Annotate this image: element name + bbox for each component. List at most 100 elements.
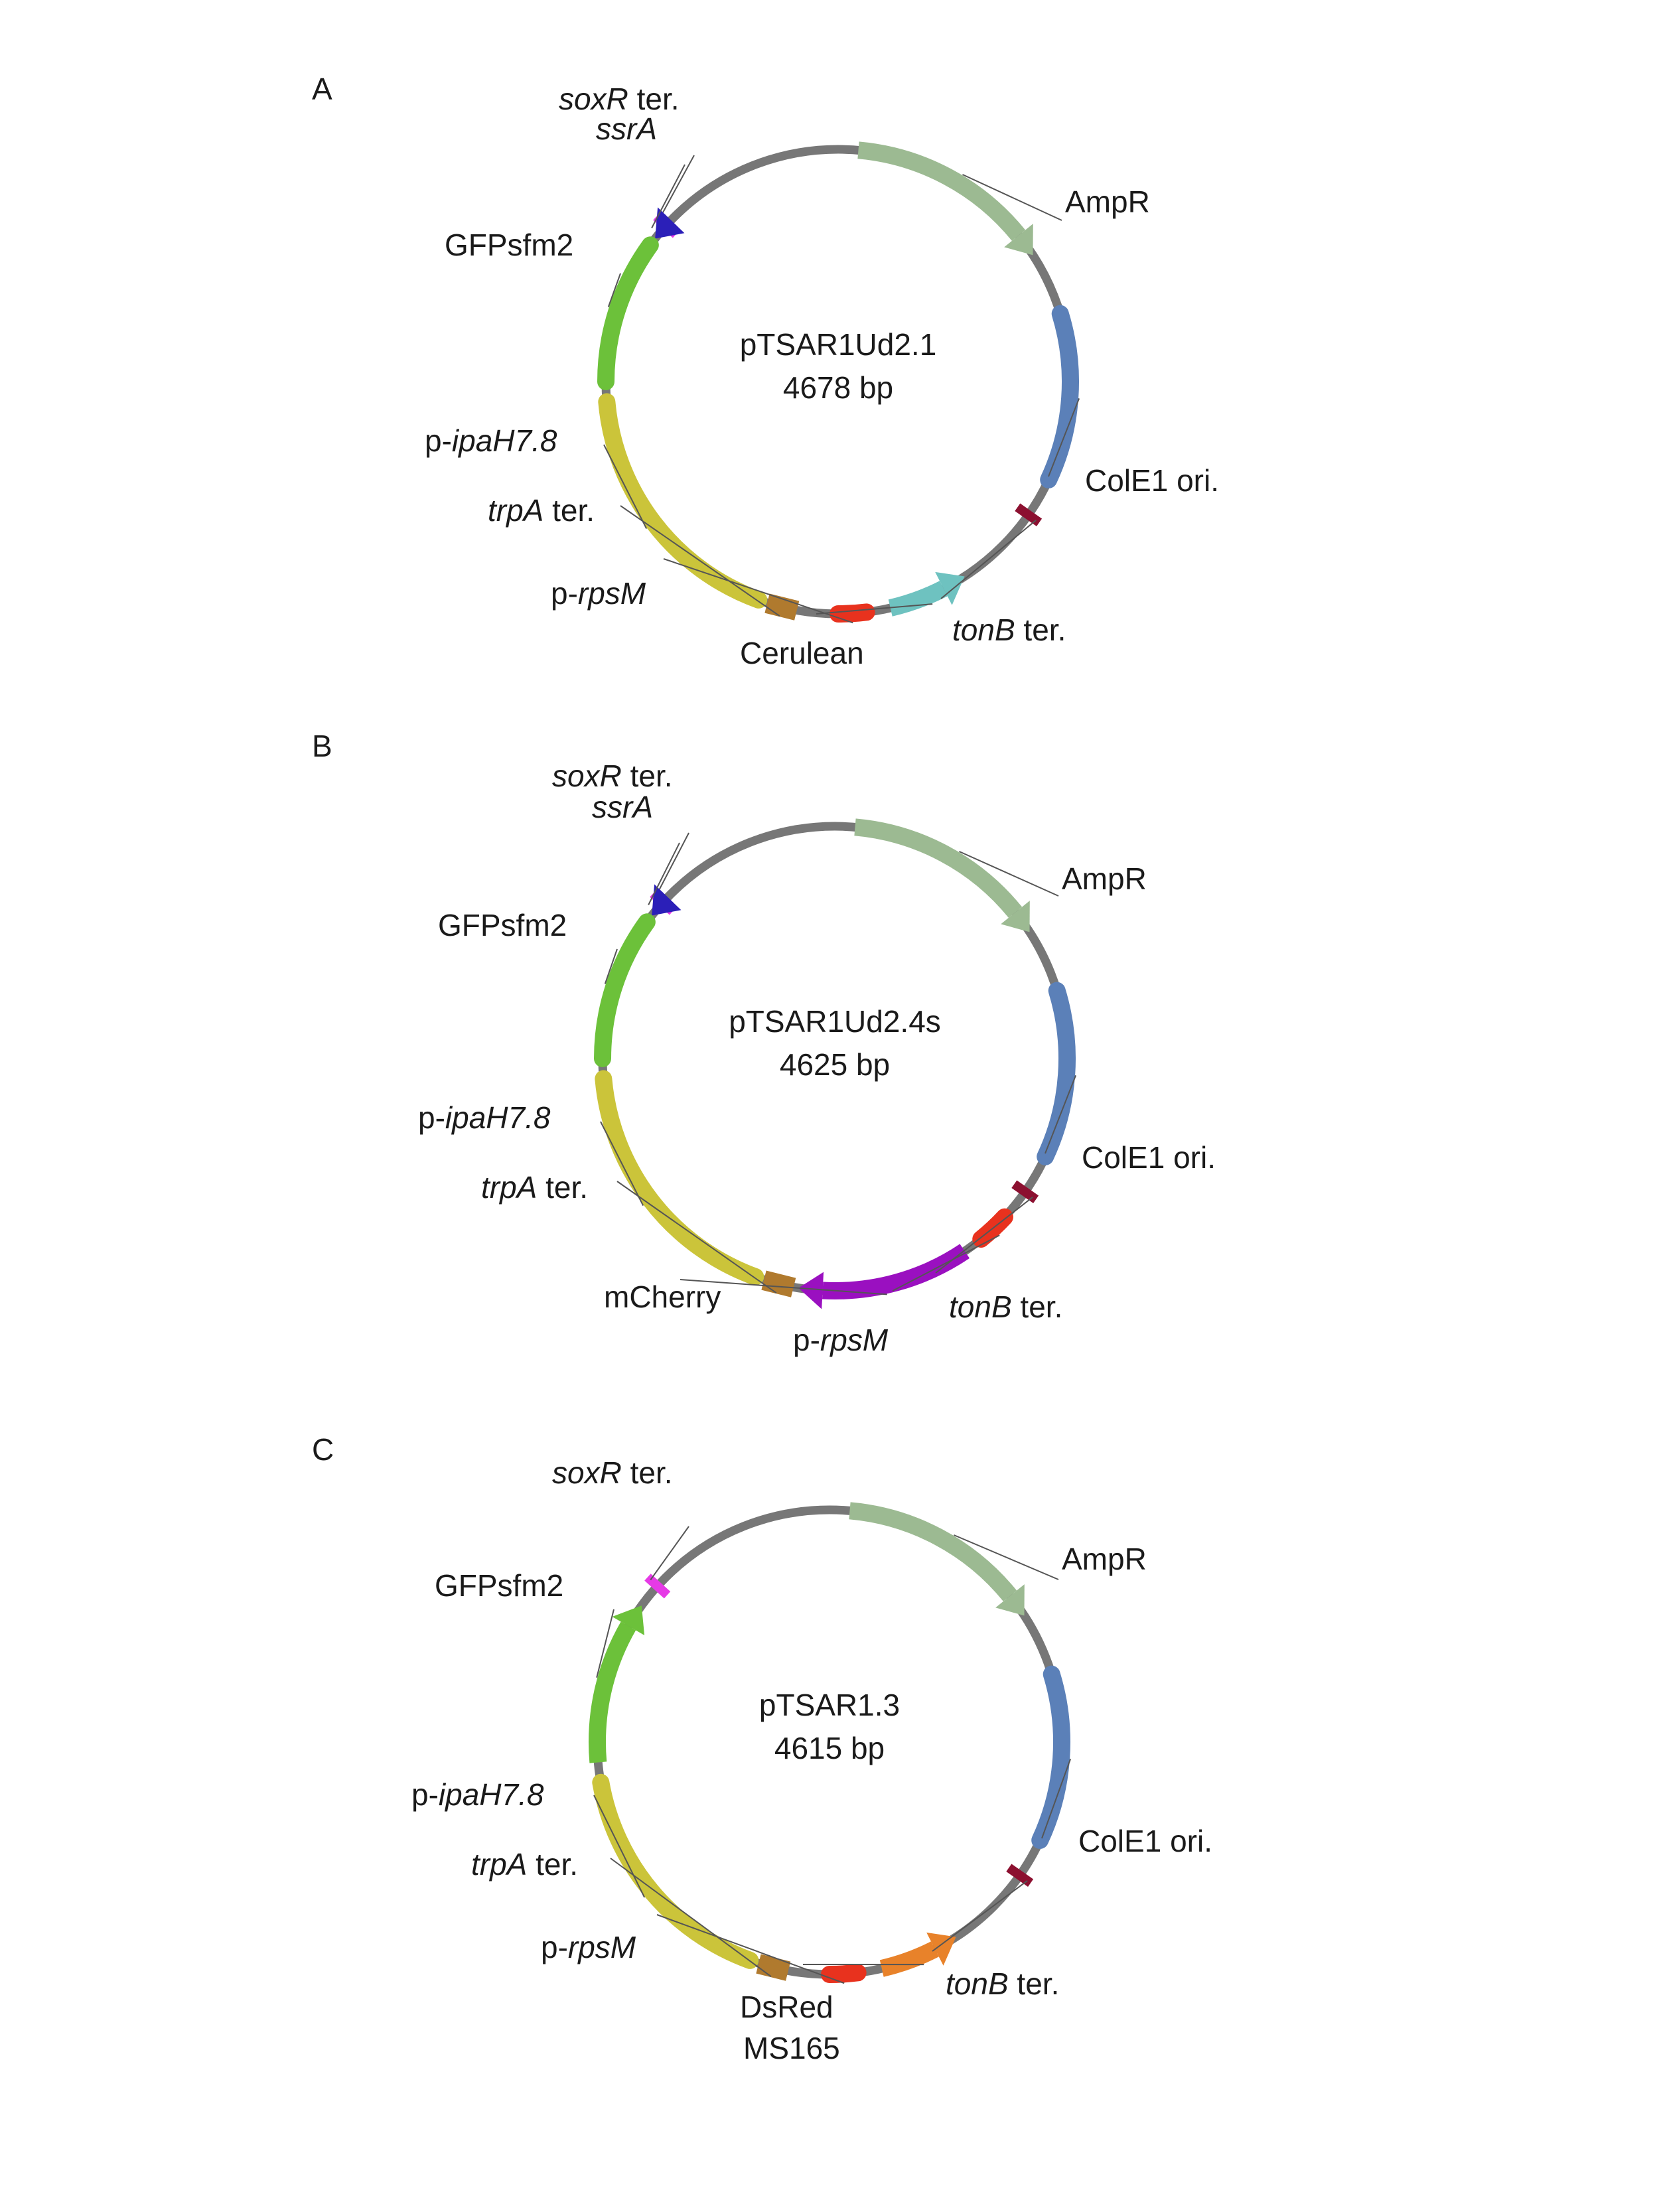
feature-gfpsfm2: GFPsfm2 xyxy=(438,908,656,1067)
feature-label: ColE1 ori. xyxy=(1078,1824,1212,1858)
panel-letter: A xyxy=(312,72,332,106)
plasmid-size: 4678 bp xyxy=(783,370,893,405)
feature-cerulean: Cerulean xyxy=(740,571,965,670)
feature-cole1-ori: ColE1 ori. xyxy=(1040,305,1219,498)
feature-tonB-ter: tonB ter. xyxy=(940,503,1066,647)
feature-trpA-ter: trpA ter. xyxy=(471,1847,791,1981)
leader-line xyxy=(656,1914,845,1984)
feature-label-line2: MS165 xyxy=(743,2031,840,2065)
feature-arc xyxy=(821,1964,867,1983)
feature-label: tonB ter. xyxy=(952,613,1066,647)
feature-arrowhead xyxy=(995,1584,1025,1616)
feature-trpA-ter: trpA ter. xyxy=(488,493,800,621)
feature-arc xyxy=(598,393,768,609)
feature-arc xyxy=(1031,1665,1070,1849)
feature-label: tonB ter. xyxy=(946,1966,1059,2001)
leader-line xyxy=(620,505,780,617)
feature-label: AmpR xyxy=(1062,861,1147,896)
feature-label: ColE1 ori. xyxy=(1085,463,1219,498)
feature-arrowhead xyxy=(926,1932,956,1966)
feature-arc xyxy=(849,1502,1017,1601)
leader-line xyxy=(593,1795,646,1898)
feature-dsred: DsRed MS165 xyxy=(740,1932,956,2065)
feature-ampr: AmpR xyxy=(857,141,1150,256)
feature-ampr: AmpR xyxy=(849,1502,1147,1616)
feature-cole1-ori: ColE1 ori. xyxy=(1037,982,1216,1175)
leader-line xyxy=(655,832,689,897)
feature-label: GFPsfm2 xyxy=(438,908,567,942)
feature-mark xyxy=(756,1954,791,1981)
feature-label: Cerulean xyxy=(740,636,864,670)
leader-line xyxy=(959,851,1059,897)
feature-p-ipaH7.8: p-ipaH7.8 xyxy=(418,1070,764,1286)
feature-arrowhead xyxy=(935,571,965,605)
feature-arc xyxy=(830,603,875,623)
feature-arc xyxy=(857,141,1026,241)
leader-line xyxy=(954,1534,1059,1580)
leader-line xyxy=(651,164,685,228)
feature-cole1-ori: ColE1 ori. xyxy=(1031,1665,1212,1858)
feature-label: AmpR xyxy=(1062,1542,1147,1576)
feature-p-ipaH7.8: p-ipaH7.8 xyxy=(411,1773,759,1969)
leader-line xyxy=(604,948,618,984)
leader-line xyxy=(1048,398,1080,477)
feature-label: ssrA xyxy=(596,111,657,146)
feature-p-rpsM: p-rpsM xyxy=(551,558,875,624)
feature-label: mCherry xyxy=(604,1280,721,1314)
feature-tonB-ter: tonB ter. xyxy=(935,1180,1062,1324)
feature-p-ipaH7.8: p-ipaH7.8 xyxy=(425,393,768,609)
feature-mark xyxy=(764,593,800,621)
feature-label: trpA ter. xyxy=(481,1170,588,1205)
feature-arrowhead xyxy=(798,1272,824,1309)
feature-ssrA: ssrA xyxy=(596,111,685,239)
feature-label: GFPsfm2 xyxy=(435,1568,563,1603)
feature-mark xyxy=(761,1270,796,1297)
feature-label: p-ipaH7.8 xyxy=(425,423,557,458)
feature-p-rpsM: p-rpsM xyxy=(541,1914,867,1984)
feature-label: GFPsfm2 xyxy=(445,228,573,262)
panel-letter: C xyxy=(312,1432,334,1467)
feature-label: p-rpsM xyxy=(551,576,646,611)
feature-arrowhead xyxy=(652,884,682,916)
leader-line xyxy=(650,1526,689,1581)
feature-arc xyxy=(822,1244,970,1299)
feature-arc xyxy=(1040,305,1079,488)
feature-trpA-ter: trpA ter. xyxy=(481,1170,796,1297)
leader-line xyxy=(935,1197,1033,1274)
feature-label: ssrA xyxy=(592,790,653,824)
feature-arc xyxy=(589,1621,636,1763)
feature-arrowhead xyxy=(612,1605,645,1635)
feature-arc xyxy=(1037,982,1076,1165)
feature-arrowhead xyxy=(655,207,685,239)
leader-line xyxy=(680,1279,887,1295)
feature-ampr: AmpR xyxy=(854,818,1147,932)
feature-gfpsfm2: GFPsfm2 xyxy=(435,1568,645,1763)
plasmid-size: 4615 bp xyxy=(774,1731,885,1765)
leader-line xyxy=(610,1858,772,1978)
feature-label: AmpR xyxy=(1065,184,1150,219)
leader-line xyxy=(816,603,933,615)
leader-line xyxy=(1045,1075,1077,1154)
feature-arc xyxy=(854,818,1023,918)
leader-line xyxy=(596,1609,614,1678)
feature-arc xyxy=(597,236,659,390)
panel-letter: B xyxy=(312,729,332,763)
feature-label: trpA ter. xyxy=(471,1847,578,1881)
leader-line xyxy=(892,1234,1000,1291)
feature-gfpsfm2: GFPsfm2 xyxy=(445,228,659,390)
feature-arc xyxy=(595,1070,764,1286)
feature-label: ColE1 ori. xyxy=(1082,1140,1216,1175)
leader-line xyxy=(648,842,680,905)
leader-line xyxy=(663,558,853,624)
feature-label: p-rpsM xyxy=(793,1323,889,1357)
leader-line xyxy=(962,174,1062,221)
feature-label: trpA ter. xyxy=(488,493,595,528)
feature-label: DsRed xyxy=(740,1990,833,2024)
feature-label: p-rpsM xyxy=(541,1930,636,1964)
feature-label: soxR ter. xyxy=(552,1455,673,1490)
feature-arrowhead xyxy=(1001,901,1030,932)
